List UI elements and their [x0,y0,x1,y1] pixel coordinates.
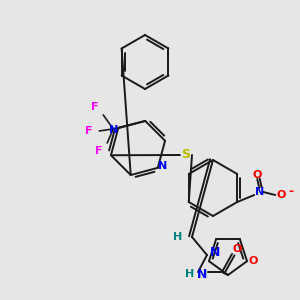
Text: O: O [248,256,258,266]
Text: N: N [197,268,207,281]
Text: F: F [92,102,99,112]
Text: N: N [210,247,220,260]
Text: H: H [173,232,183,242]
Text: O: O [253,170,262,180]
Text: H: H [185,269,195,279]
Text: N: N [255,187,264,197]
Text: O: O [277,190,286,200]
Text: S: S [182,148,190,161]
Text: O: O [232,244,242,254]
Text: F: F [95,146,103,156]
Text: F: F [85,126,93,136]
Text: -: - [289,184,294,197]
Text: N: N [109,125,118,135]
Text: N: N [158,161,167,171]
